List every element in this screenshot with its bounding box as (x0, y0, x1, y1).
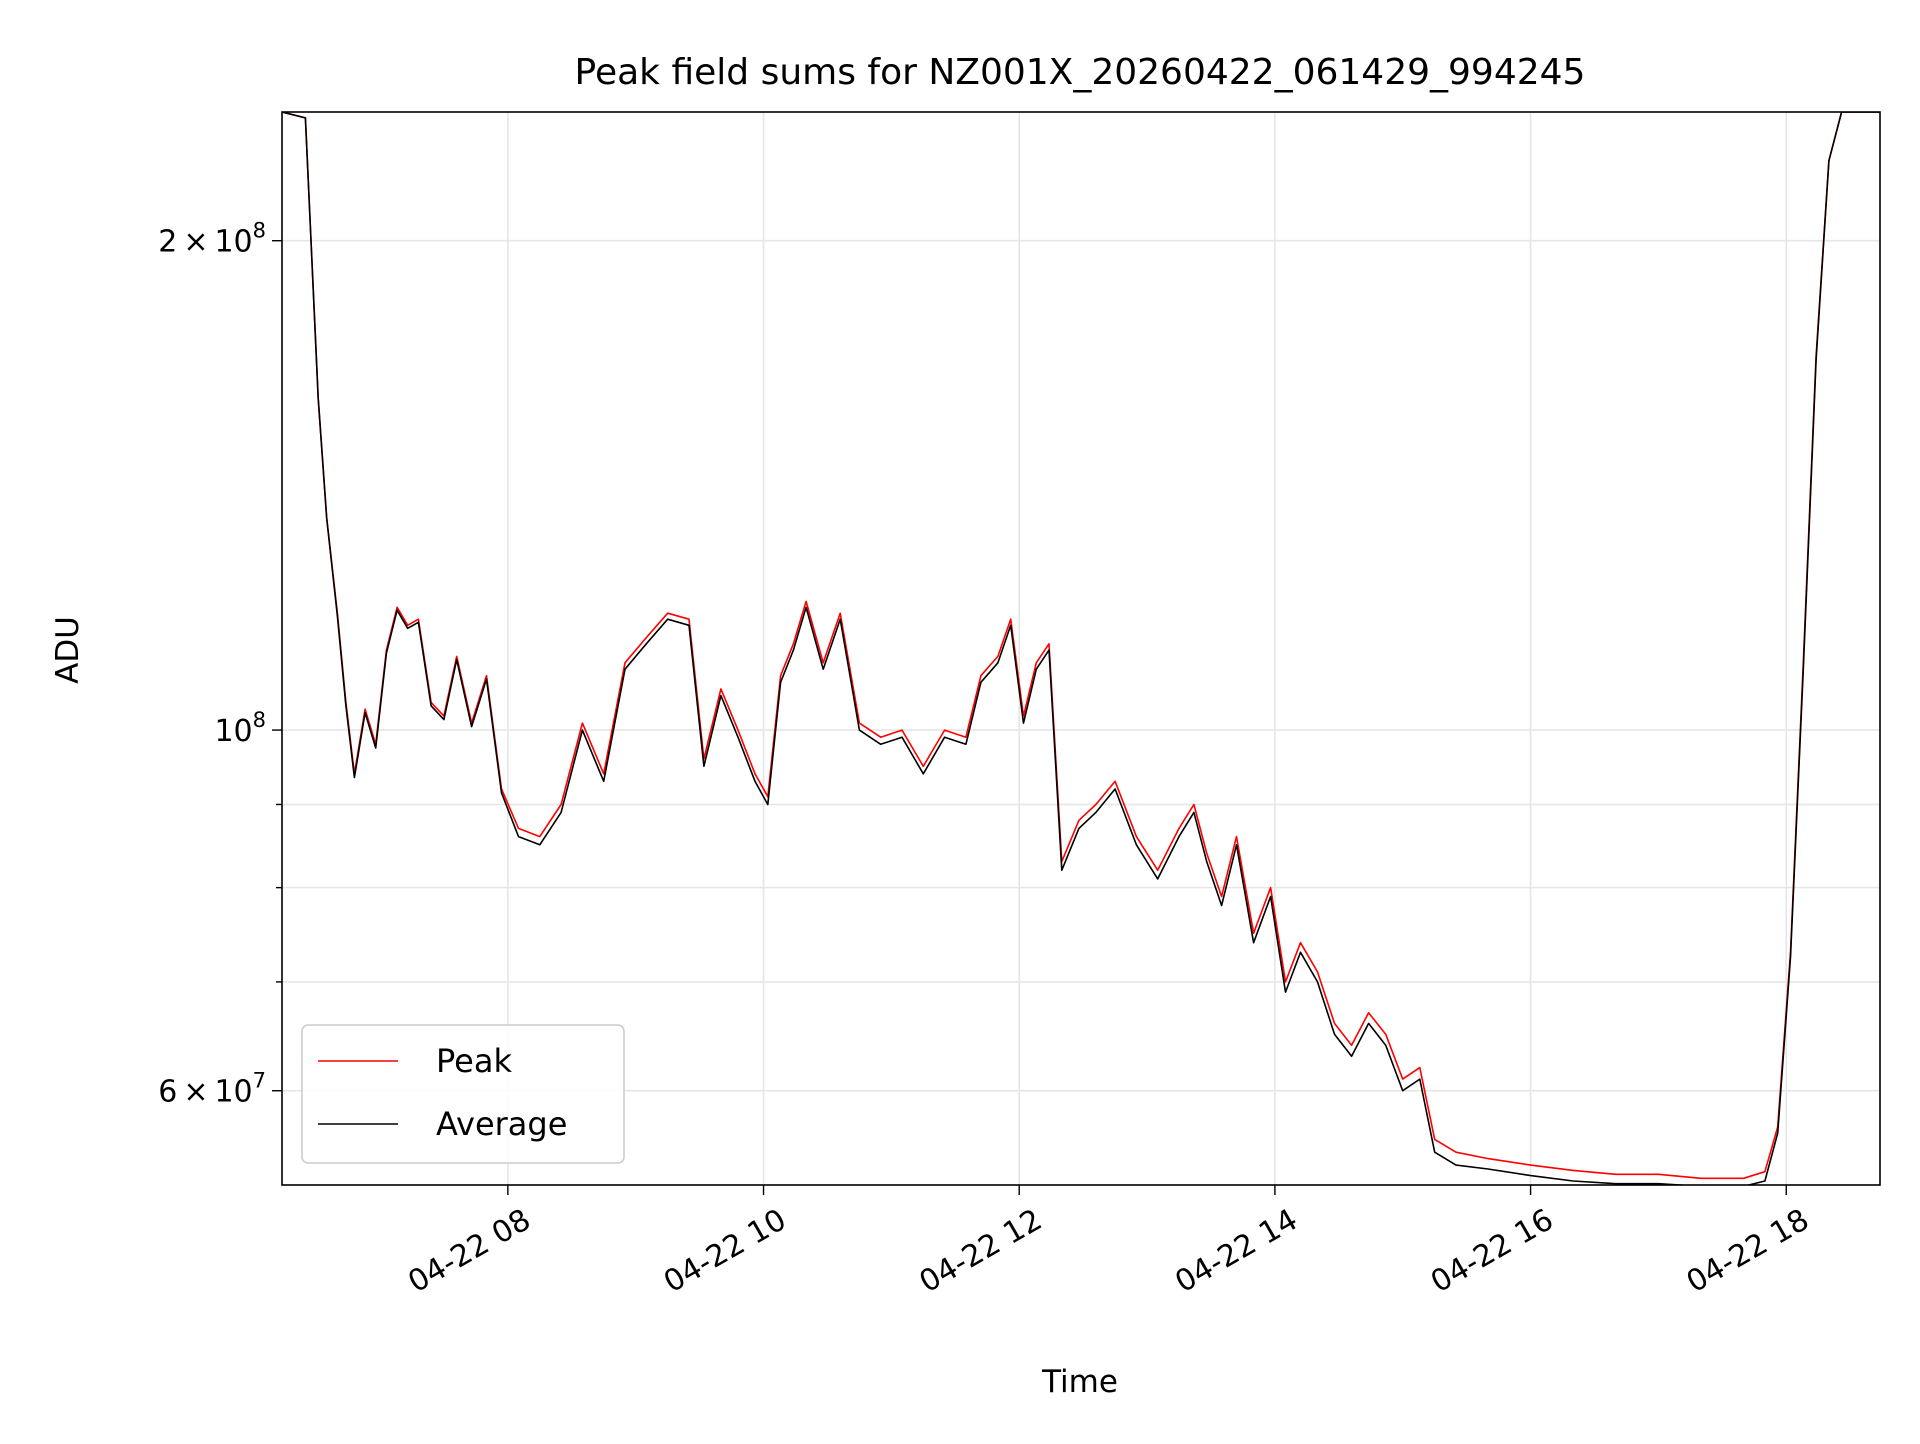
legend-label-average: Average (436, 1105, 567, 1143)
series-line-average (282, 112, 1880, 1185)
y-tick-exponent: 8 (253, 708, 266, 732)
y-axis-label: ADU (50, 616, 86, 684)
legend: Peak Average (301, 1024, 625, 1164)
legend-label-peak: Peak (436, 1042, 512, 1080)
y-tick-exponent: 8 (253, 219, 266, 243)
series-line-peak (282, 112, 1880, 1180)
plot-frame (281, 111, 1881, 1186)
y-tick-label: 6 × 107 (158, 1069, 266, 1110)
chart-title: Peak field sums for NZ001X_20260422_0614… (575, 52, 1586, 93)
y-tick-exponent: 7 (253, 1069, 266, 1093)
y-tick-label: 2 × 108 (158, 219, 266, 260)
y-tick-label: 108 (214, 708, 266, 749)
series-layer (282, 112, 1880, 1185)
x-axis-label: Time (1041, 1364, 1118, 1400)
legend-box (301, 1024, 625, 1164)
